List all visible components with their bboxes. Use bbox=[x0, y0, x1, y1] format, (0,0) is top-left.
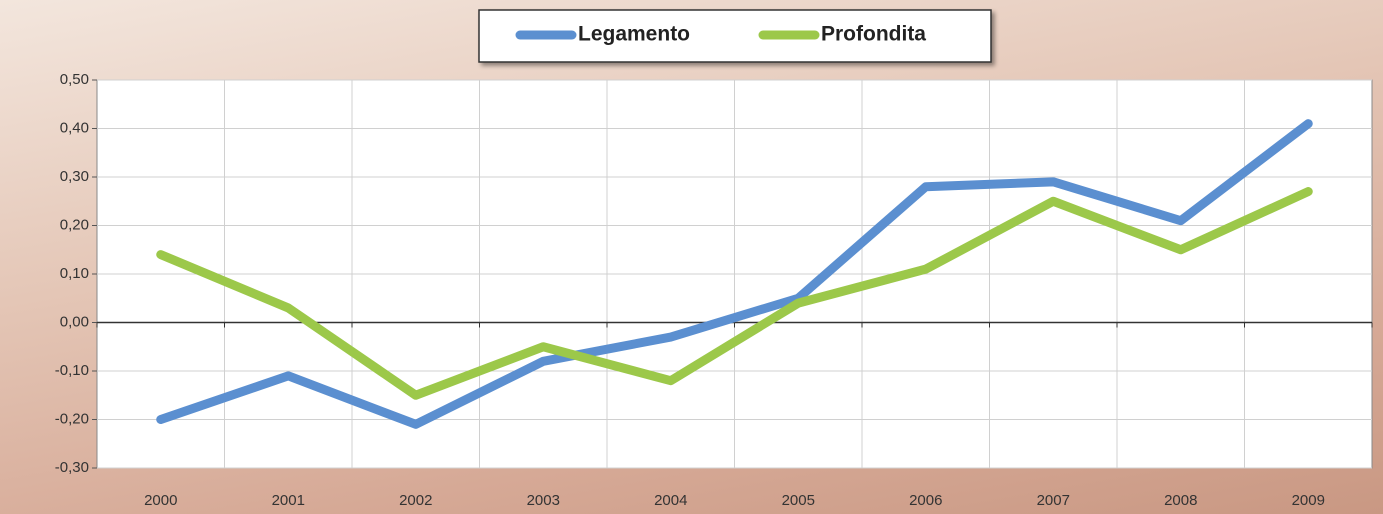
y-tick-label: 0,30 bbox=[60, 168, 89, 185]
y-tick-label: -0,30 bbox=[55, 459, 89, 476]
series-line bbox=[156, 187, 1313, 400]
legend-label: Legamento bbox=[578, 23, 690, 46]
x-tick-label: 2002 bbox=[399, 492, 432, 509]
x-tick-label: 2009 bbox=[1292, 492, 1325, 509]
x-tick-label: 2001 bbox=[272, 492, 305, 509]
y-tick-label: 0,20 bbox=[60, 216, 89, 233]
y-tick-label: -0,20 bbox=[55, 410, 89, 427]
x-tick-label: 2007 bbox=[1037, 492, 1070, 509]
x-tick-label: 2004 bbox=[654, 492, 687, 509]
y-tick-label: 0,50 bbox=[60, 71, 89, 88]
x-tick-label: 2000 bbox=[144, 492, 177, 509]
y-tick-label: 0,40 bbox=[60, 119, 89, 136]
y-tick-label: 0,00 bbox=[60, 313, 89, 330]
series-line bbox=[156, 119, 1313, 429]
x-tick-label: 2008 bbox=[1164, 492, 1197, 509]
y-tick-label: -0,10 bbox=[55, 362, 89, 379]
x-tick-label: 2006 bbox=[909, 492, 942, 509]
x-tick-label: 2005 bbox=[782, 492, 815, 509]
y-tick-label: 0,10 bbox=[60, 265, 89, 282]
legend-label: Profondita bbox=[821, 23, 926, 46]
x-tick-label: 2003 bbox=[527, 492, 560, 509]
